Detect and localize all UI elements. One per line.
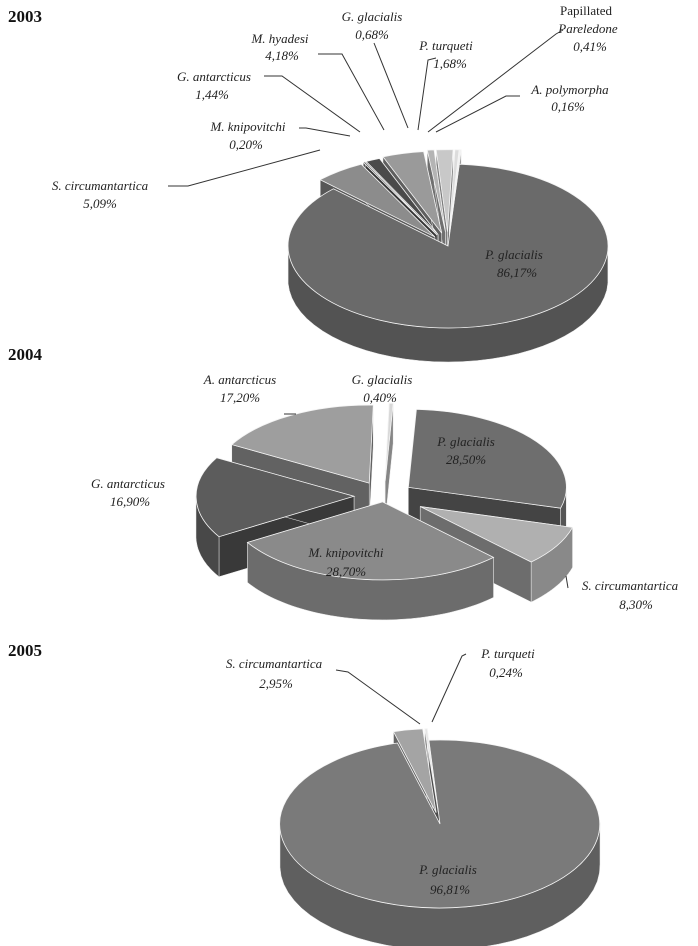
- value-2003-g-antarcticus: 1,44%: [195, 87, 229, 102]
- pie-slice-2003-s-circumantartica: [319, 163, 436, 238]
- pie-slice-2004-g-antarcticus: [195, 457, 356, 538]
- label-2003-p-turqueti: P. turqueti: [418, 38, 473, 53]
- pie-slice-2003-m-knipovitchi: [362, 161, 438, 236]
- label-2004-g-antarcticus: G. antarcticus: [91, 476, 165, 491]
- pie-slice-2005-p-turqueti: [424, 728, 439, 813]
- value-2004-p-glacialis: 28,50%: [446, 452, 486, 467]
- pie-slice-2005-s-circumantartica: [392, 728, 437, 813]
- leader-2003-m-hyadesi: [318, 53, 385, 131]
- label-2003-g-antarcticus: G. antarcticus: [177, 69, 251, 84]
- value-2005-p-turqueti: 0,24%: [489, 665, 523, 680]
- value-2003-p-glacialis: 86,17%: [497, 265, 537, 280]
- pie-slice-2003-g-antarcticus: [365, 158, 439, 236]
- pie-slice-2003-a-polymorpha: [449, 149, 462, 232]
- value-2003-p-turqueti: 1,68%: [433, 56, 467, 71]
- value-2004-a-antarcticus: 17,20%: [220, 390, 260, 405]
- value-2003-m-hyadesi: 4,18%: [265, 48, 299, 63]
- pie-slice-2003-g-glacialis: [426, 149, 446, 232]
- label-2004-p-glacialis: P. glacialis: [436, 434, 495, 449]
- pie-slice-2004-p-glacialis: [407, 408, 567, 509]
- value-2003-m-knipovitchi: 0,20%: [229, 137, 263, 152]
- label-2003-m-hyadesi: M. hyadesi: [250, 31, 308, 46]
- leader-2005-p-turqueti: [431, 653, 467, 723]
- label-2004-g-glacialis: G. glacialis: [352, 372, 413, 387]
- pie-slice-2003-p-glacialis: [287, 163, 609, 329]
- value-2004-s-circumantartica: 8,30%: [619, 597, 653, 612]
- leader-2003-p-turqueti: [417, 57, 437, 131]
- leader-2003-papillated: [427, 29, 564, 133]
- label-2003-papillated: Papillated: [560, 3, 612, 18]
- value-2003-a-polymorpha: 0,16%: [551, 99, 585, 114]
- labels-2004: G. glacialis 0,40% A. antarcticus 17,20%…: [91, 372, 679, 612]
- label-2004-s-circumantartica: S. circumantartica: [582, 578, 679, 593]
- label-2003-g-glacialis: G. glacialis: [342, 9, 403, 24]
- value-2004-g-antarcticus: 16,90%: [110, 494, 150, 509]
- value-2005-p-glacialis: 96,81%: [430, 882, 470, 897]
- year-heading-2003: 2003: [8, 7, 42, 26]
- pie-chart-2005: [279, 728, 601, 946]
- label-2003-a-polymorpha: A. polymorpha: [530, 82, 609, 97]
- leader-2005-s-circumantartica: [335, 669, 421, 725]
- leader-2003-m-knipovitchi: [299, 127, 351, 137]
- label-2005-s-circumantartica: S. circumantartica: [226, 656, 323, 671]
- value-2004-m-knipovitchi: 28,70%: [326, 564, 366, 579]
- leader-2003-a-polymorpha: [435, 95, 520, 133]
- pie-chart-2004: [195, 402, 574, 621]
- value-2003-s-circumantartica: 5,09%: [83, 196, 117, 211]
- leader-2003-g-glacialis: [373, 42, 409, 129]
- year-heading-2004: 2004: [8, 345, 43, 364]
- leader-2003-g-antarcticus: [264, 75, 361, 133]
- pie-chart-2003: [287, 149, 609, 363]
- value-2003-papillated-pareledone: 0,41%: [573, 39, 607, 54]
- pie-slice-2004-g-glacialis: [384, 402, 394, 482]
- leader-2004-s-circumantartica: [565, 575, 569, 589]
- value-2005-s-circumantartica: 2,95%: [259, 676, 293, 691]
- pie-slice-2003-m-hyadesi: [382, 151, 443, 234]
- labels-2003: G. glacialis 0,68% M. hyadesi 4,18% P. t…: [52, 3, 618, 280]
- label-2004-a-antarcticus: A. antarcticus: [203, 372, 276, 387]
- label-2003-s-circumantartica: S. circumantartica: [52, 178, 149, 193]
- leader-2003-s-circumantartica: [168, 149, 321, 187]
- label-2003-pareledone: Pareledone: [557, 21, 618, 36]
- label-2004-m-knipovitchi: M. knipovitchi: [307, 545, 383, 560]
- pie-slice-2004-a-antarcticus: [230, 404, 374, 484]
- value-2003-g-glacialis: 0,68%: [355, 27, 389, 42]
- label-2003-m-knipovitchi: M. knipovitchi: [209, 119, 285, 134]
- label-2005-p-glacialis: P. glacialis: [418, 862, 477, 877]
- label-2003-p-glacialis: P. glacialis: [484, 247, 543, 262]
- pie-slice-2003-p-turqueti: [435, 149, 454, 232]
- pie-slice-2004-m-knipovitchi: [246, 501, 495, 581]
- pie-slice-2005-p-glacialis: [279, 739, 601, 909]
- labels-2005: S. circumantartica 2,95% P. turqueti 0,2…: [226, 646, 535, 897]
- value-2004-g-glacialis: 0,40%: [363, 390, 397, 405]
- year-heading-2005: 2005: [8, 641, 42, 660]
- pie-slice-2003-papillated: [448, 149, 460, 232]
- label-2005-p-turqueti: P. turqueti: [480, 646, 535, 661]
- pie-slice-2004-s-circumantartica: [420, 506, 574, 563]
